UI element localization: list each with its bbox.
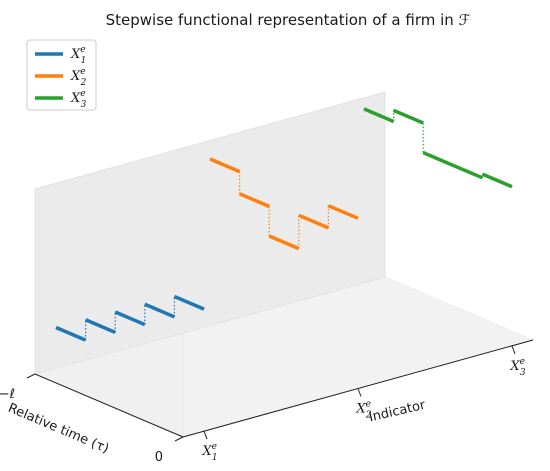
y-tick-label-0: Xe 1	[201, 442, 217, 463]
chart-title: Stepwise functional representation of a …	[106, 11, 471, 29]
series-2-step-3	[268, 234, 300, 251]
time-axis-line	[34, 373, 184, 438]
legend-label-2: Xe 2	[70, 67, 87, 88]
x-tick-label-0: −ℓ	[0, 387, 15, 402]
series-2-step-2	[238, 192, 270, 209]
series-3-step-3	[422, 151, 454, 167]
y-tick-mark	[511, 345, 516, 354]
series-1-step-5	[173, 294, 205, 311]
x-axis-label: Relative time (τ)	[6, 401, 111, 457]
axes-panes	[33, 91, 535, 438]
series-3-step-2	[392, 108, 424, 125]
legend-label-3: Xe 3	[70, 89, 87, 110]
series-3-step-4	[452, 163, 484, 180]
series-1-step-2	[84, 318, 116, 334]
series-1	[55, 294, 205, 342]
y-tick-label-1: Xe 2	[355, 400, 372, 421]
x-tick-label-1: 0	[155, 450, 163, 465]
ticks-layer: −ℓ 0 Xe 1 Xe 2 Xe 3	[0, 345, 526, 465]
series-2-step-1	[209, 157, 241, 174]
y-axis-label: Indicator	[368, 398, 428, 426]
back-pane	[34, 91, 386, 375]
legend: Xe 1Xe 2Xe 3	[26, 39, 97, 111]
series-3-step-5	[481, 172, 513, 189]
x-tick-mark	[26, 373, 36, 379]
series-1-step-3	[114, 310, 146, 327]
y-tick-label-2: Xe 3	[509, 357, 526, 378]
series-2	[209, 157, 359, 251]
series-1-step-4	[144, 302, 176, 319]
series-2-step-5	[327, 204, 359, 220]
series-3-step-1	[363, 107, 395, 124]
series-3	[363, 107, 513, 189]
series-2-step-4	[298, 213, 330, 230]
legend-label-1: Xe 1	[70, 45, 86, 66]
y-tick-mark	[203, 431, 208, 440]
x-tick-mark	[174, 436, 184, 442]
y-tick-mark	[357, 388, 362, 397]
series-layer	[55, 107, 513, 342]
series-1-step-1	[55, 325, 87, 342]
